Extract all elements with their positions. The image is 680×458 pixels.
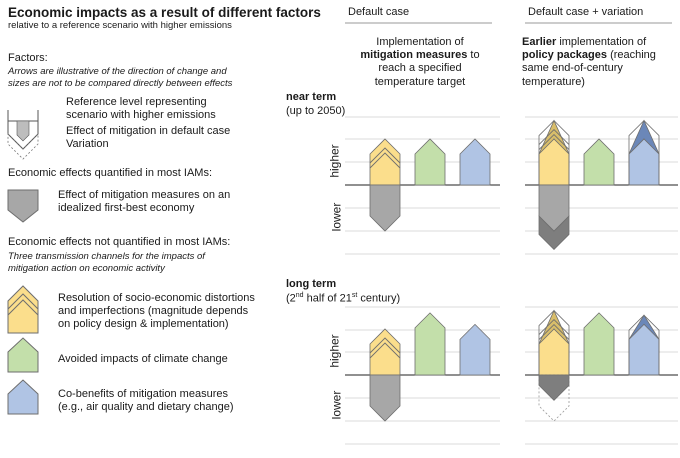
reference-label-line1: Reference level representing	[66, 96, 207, 108]
long-default-climate_avoided-bar	[414, 312, 446, 376]
near-higher-label: higher	[327, 144, 342, 178]
near-default-cobenefits-bar	[459, 138, 491, 186]
near-default-firstbest-bar	[369, 184, 401, 232]
firstbest-label-line2: idealized first-best economy	[58, 202, 195, 214]
factors-note-line2: sizes are not to be compared directly be…	[8, 78, 233, 89]
long-sub-sup2: st	[351, 292, 358, 299]
long-variation-chevron-1	[538, 318, 570, 335]
variation-case-header: Default case + variation	[528, 6, 644, 18]
long-sub-sup: nd	[295, 292, 304, 299]
long-variation-climate_avoided-bar	[583, 312, 615, 376]
variation-icon	[7, 133, 39, 160]
long-term-sub: (2nd half of 21st century)	[286, 292, 400, 305]
long-higher-label: higher	[327, 334, 342, 368]
mitigation-effect-icon	[16, 120, 30, 142]
cobenefits-icon	[7, 379, 39, 415]
near-lower-label: lower	[329, 202, 344, 232]
long-default-cobenefits-bar	[459, 323, 491, 376]
channels-note-line1: Three transmission channels for the impa…	[8, 251, 205, 262]
climate-label: Avoided impacts of climate change	[58, 353, 228, 365]
variation-case-description: Earlier implementation of policy package…	[522, 36, 662, 89]
default-desc-post: to reach a specified temperature target	[374, 49, 480, 88]
long-default-distortions-bar	[369, 328, 401, 376]
distortions-label-line3: on policy design & implementation)	[58, 318, 229, 330]
long-default-chevron-2	[369, 342, 401, 359]
long-term-bold: long term	[286, 278, 337, 290]
long-default-chevron-1	[369, 337, 401, 354]
figure-title: Economic impacts as a result of differen…	[8, 5, 321, 20]
variation-desc-bold2: policy packages	[522, 49, 607, 62]
factors-note-line1: Arrows are illustrative of the direction…	[8, 66, 227, 77]
climate-icon	[7, 337, 39, 373]
default-case-header: Default case	[348, 6, 410, 18]
variation-label: Variation	[66, 138, 109, 150]
distortions-icon	[7, 285, 39, 334]
distortions-chevron-1	[7, 293, 39, 310]
channels-note-line2: mitigation action on economic activity	[8, 263, 165, 274]
long-variation-chevron-2	[538, 323, 570, 340]
near-variation-climate_avoided-bar	[583, 138, 615, 186]
long-default-firstbest-bar	[369, 374, 401, 422]
firstbest-label-line1: Effect of mitigation measures on an	[58, 189, 231, 201]
default-desc-pre: Implementation of	[376, 36, 464, 48]
near-term-sub: (up to 2050)	[286, 105, 346, 117]
reference-label-line2: scenario with higher emissions	[66, 109, 216, 121]
cobenefits-label-line2: (e.g., air quality and dietary change)	[58, 401, 234, 413]
firstbest-icon	[7, 189, 39, 223]
long-term-label: long term	[286, 278, 336, 291]
figure-subtitle: relative to a reference scenario with hi…	[8, 20, 232, 31]
near-term-label: near term	[286, 91, 336, 104]
reference-level-icon	[7, 110, 39, 122]
not-quantified-heading: Economic effects not quantified in most …	[8, 236, 231, 248]
factors-heading: Factors:	[8, 52, 48, 64]
long-variation-firstbest-bar	[538, 374, 570, 401]
near-variation-chevron-1	[538, 128, 570, 145]
long-sub-mid: half of 21	[303, 292, 352, 305]
near-default-chevron-2	[369, 152, 401, 169]
long-sub-pre: (2	[286, 292, 296, 305]
variation-desc-bold: Earlier	[522, 36, 557, 48]
cobenefits-label-line1: Co-benefits of mitigation measures	[58, 388, 228, 400]
near-variation-cobenefits-outline	[628, 120, 660, 186]
default-desc-bold: mitigation measures	[360, 49, 468, 62]
distortions-label-line1: Resolution of socio-economic distortions	[58, 292, 255, 304]
quantified-heading: Economic effects quantified in most IAMs…	[8, 167, 212, 179]
long-sub-post: century)	[357, 292, 401, 305]
long-variation-cobenefits-outline	[628, 314, 660, 376]
near-term-bold: near term	[286, 91, 337, 103]
default-case-description: Implementation of mitigation measures to…	[350, 36, 490, 89]
long-lower-label: lower	[329, 390, 344, 420]
near-variation-chevron-2	[538, 133, 570, 150]
distortions-chevron-2	[7, 299, 39, 316]
near-variation-firstbest-bar	[538, 184, 570, 232]
variation-desc-post: (reaching same end-of-century temperatur…	[522, 49, 656, 88]
near-default-distortions-bar	[369, 138, 401, 186]
variation-desc-mid: implementation of	[559, 36, 647, 48]
mitigation-label: Effect of mitigation in default case	[66, 125, 231, 137]
chart-bars	[369, 119, 660, 422]
near-default-chevron-1	[369, 147, 401, 164]
distortions-label-line2: and imperfections (magnitude depends	[58, 305, 249, 317]
near-default-climate_avoided-bar	[414, 138, 446, 186]
